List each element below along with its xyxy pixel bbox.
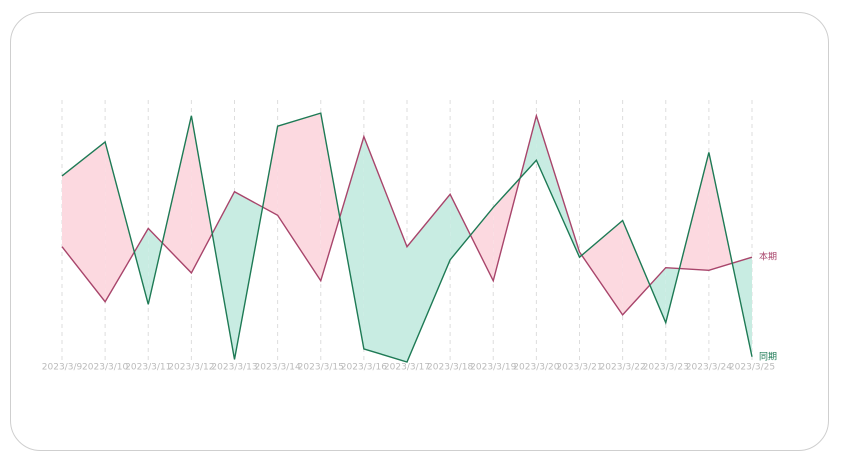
series-label: 同期 <box>759 351 777 362</box>
area-fill <box>622 220 650 315</box>
area-fill <box>212 191 235 360</box>
x-tick-label: 2023/3/13 <box>211 363 257 373</box>
area-fill <box>105 141 135 302</box>
area-fill <box>234 191 263 360</box>
series-label: 本期 <box>759 251 777 263</box>
area-fill <box>162 115 192 273</box>
x-tick-label: 2023/3/11 <box>125 363 171 373</box>
x-tick-label: 2023/3/16 <box>341 363 387 373</box>
x-tick-label: 2023/3/15 <box>298 363 344 373</box>
area-fill <box>148 228 163 305</box>
area-fill <box>320 113 340 281</box>
area-fill <box>363 136 407 362</box>
x-tick-label: 2023/3/19 <box>470 363 516 373</box>
x-tick-label: 2023/3/25 <box>729 363 775 373</box>
area-fill <box>277 113 321 281</box>
series-line <box>61 113 753 316</box>
x-tick-label: 2023/3/17 <box>384 363 430 373</box>
area-fill <box>581 220 623 315</box>
x-tick-label: 2023/3/24 <box>686 363 732 373</box>
x-tick-label: 2023/3/21 <box>556 363 602 373</box>
x-tick-label: 2023/3/12 <box>168 363 214 373</box>
x-tick-label: 2023/3/14 <box>255 363 301 373</box>
area-fill <box>470 207 494 281</box>
series-line <box>61 112 753 363</box>
area-fill <box>339 136 364 349</box>
x-tick-label: 2023/3/10 <box>82 363 128 373</box>
x-tick-label: 2023/3/9 <box>42 363 83 373</box>
area-fill <box>62 141 106 302</box>
area-fill <box>191 115 213 273</box>
x-tick-label: 2023/3/22 <box>600 363 646 373</box>
x-tick-label: 2023/3/23 <box>643 363 689 373</box>
x-tick-label: 2023/3/18 <box>427 363 473 373</box>
area-fill <box>450 194 471 260</box>
area-fill <box>407 194 451 362</box>
x-tick-label: 2023/3/20 <box>513 363 559 373</box>
